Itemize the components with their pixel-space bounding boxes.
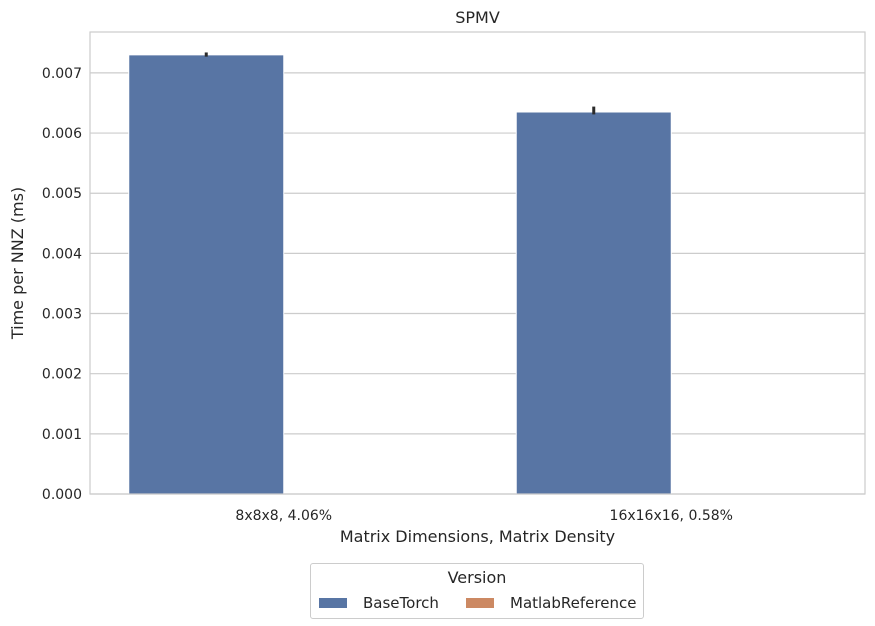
y-tick-label: 0.003 (42, 307, 82, 323)
legend-swatch-basetorch (319, 598, 347, 608)
bar (515, 111, 672, 495)
x-tick-label: 8x8x8, 4.06% (235, 508, 332, 524)
x-tick-label: 16x16x16, 0.58% (610, 508, 733, 524)
y-tick-label: 0.000 (42, 487, 82, 503)
y-tick-label: 0.007 (42, 66, 82, 82)
y-tick-label: 0.006 (42, 126, 82, 142)
legend-item-matlabreference: MatlabReference (466, 594, 636, 612)
y-tick-labels: 0.000 0.001 0.002 0.003 0.004 0.005 0.006 0.007 (42, 66, 82, 503)
legend-item-basetorch: BaseTorch (319, 594, 439, 612)
y-axis-label: Time per NNZ (ms) (8, 187, 27, 340)
bar (128, 54, 285, 495)
plot-frame (89, 31, 866, 495)
x-axis-label: Matrix Dimensions, Matrix Density (340, 527, 615, 546)
y-tick-label: 0.002 (42, 367, 82, 383)
bars (128, 52, 672, 495)
y-tick-label: 0.001 (42, 427, 82, 443)
y-tick-label: 0.004 (42, 246, 82, 262)
x-tick-labels: 8x8x8, 4.06% 16x16x16, 0.58% (235, 508, 733, 524)
legend: Version BaseTorch MatlabReference (310, 563, 644, 619)
y-tick-label: 0.005 (42, 186, 82, 202)
legend-swatch-matlabreference (466, 598, 494, 608)
legend-title: Version (447, 568, 507, 587)
legend-label-matlabreference: MatlabReference (510, 594, 637, 612)
chart-title: SPMV (455, 8, 500, 27)
legend-label-basetorch: BaseTorch (363, 594, 439, 612)
